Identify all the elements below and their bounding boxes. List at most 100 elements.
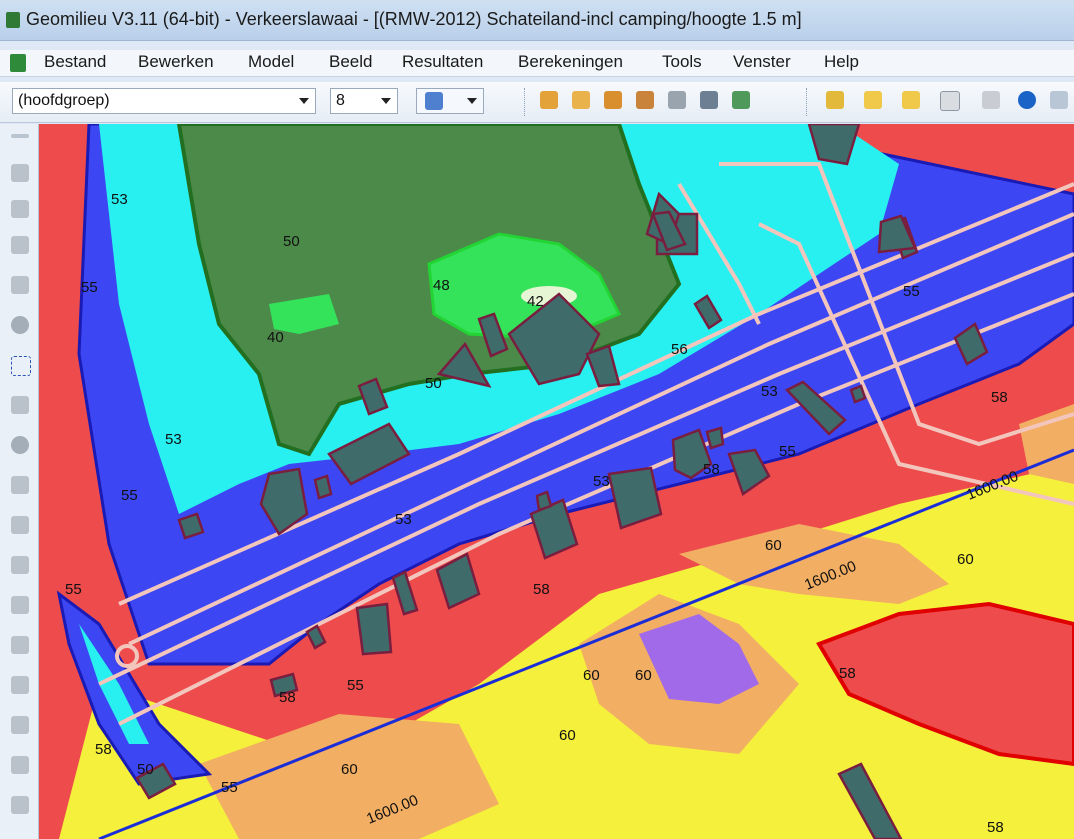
tool-palette	[0, 124, 39, 839]
contour-zone-red	[816, 601, 1074, 767]
info-icon[interactable]	[1018, 91, 1036, 109]
building[interactable]	[651, 210, 687, 252]
mirror-icon[interactable]	[11, 476, 29, 494]
group-select-value: (hoofdgroep)	[18, 92, 110, 109]
contour-label: 58	[839, 665, 856, 682]
building[interactable]	[671, 428, 713, 480]
group-select[interactable]: (hoofdgroep)	[12, 88, 316, 114]
document-icon[interactable]	[10, 54, 26, 72]
move-icon[interactable]	[11, 164, 29, 182]
noise-contour-map[interactable]: 53 50 55 48 42 40 50 56 53 53 55 55 53 5…	[39, 124, 1074, 839]
building[interactable]	[355, 602, 393, 656]
chevron-down-icon[interactable]	[467, 98, 477, 104]
paste-icon[interactable]	[11, 236, 29, 254]
menu-venster[interactable]: Venster	[733, 52, 791, 71]
building[interactable]	[585, 344, 621, 388]
contour-label: 60	[957, 551, 974, 568]
building[interactable]	[436, 341, 492, 388]
building[interactable]	[849, 384, 867, 404]
rotate-icon[interactable]	[11, 436, 29, 454]
building[interactable]	[953, 322, 989, 366]
building[interactable]	[305, 624, 327, 650]
copy-icon[interactable]	[11, 200, 29, 218]
building[interactable]	[693, 294, 723, 330]
contour-label: 40	[267, 329, 284, 346]
title-bar: Geomilieu V3.11 (64-bit) - Verkeerslawaa…	[0, 0, 1074, 41]
contour-zone-cyan	[79, 624, 149, 744]
size-select[interactable]: 8	[330, 88, 398, 114]
menu-bewerken[interactable]: Bewerken	[138, 52, 214, 71]
building[interactable]	[477, 312, 509, 358]
building[interactable]	[727, 448, 771, 496]
building[interactable]	[327, 422, 411, 486]
refresh-icon[interactable]	[11, 796, 29, 814]
contour-label: 60	[341, 761, 358, 778]
export-icon[interactable]	[636, 91, 654, 109]
building[interactable]	[705, 426, 725, 450]
insert-vertex-icon[interactable]	[11, 516, 29, 534]
building[interactable]	[269, 672, 299, 698]
building[interactable]	[837, 762, 903, 839]
calculator-icon[interactable]	[940, 91, 960, 111]
delete-icon[interactable]	[11, 316, 29, 334]
add-point-icon[interactable]	[11, 276, 29, 294]
select-rectangle-icon[interactable]	[11, 356, 31, 376]
folder-icon[interactable]	[864, 91, 882, 109]
chevron-down-icon[interactable]	[299, 98, 309, 104]
menu-bestand[interactable]: Bestand	[44, 52, 107, 71]
menu-beeld[interactable]: Beeld	[329, 52, 373, 71]
gripper-icon	[11, 134, 29, 138]
building[interactable]	[535, 490, 553, 512]
contour-zone-green-light	[269, 294, 339, 334]
open-model-icon[interactable]	[540, 91, 558, 109]
more-icon[interactable]	[1050, 91, 1068, 109]
menu-tools[interactable]: Tools	[662, 52, 702, 71]
contour-label: 58	[987, 819, 1004, 836]
building[interactable]	[177, 512, 205, 540]
contour-label: 55	[81, 279, 98, 296]
menu-resultaten[interactable]: Resultaten	[402, 52, 484, 71]
building[interactable]	[313, 474, 333, 500]
building[interactable]	[607, 466, 663, 530]
contour-label: 42	[527, 293, 544, 310]
measure-icon[interactable]	[11, 396, 29, 414]
building[interactable]	[435, 552, 481, 610]
zoom-extent-icon[interactable]	[11, 716, 29, 734]
building[interactable]	[391, 570, 419, 616]
contour-zone-orange	[199, 714, 499, 839]
split-icon[interactable]	[11, 556, 29, 574]
height-icon[interactable]	[11, 756, 29, 774]
contour-label: 53	[395, 511, 412, 528]
contour-label: 50	[137, 761, 154, 778]
map-canvas[interactable]: 53 50 55 48 42 40 50 56 53 53 55 55 53 5…	[39, 124, 1074, 839]
print-icon[interactable]	[668, 91, 686, 109]
distance-icon[interactable]	[11, 676, 29, 694]
add-package-icon[interactable]	[604, 91, 622, 109]
folder-open-icon[interactable]	[902, 91, 920, 109]
new-folder-icon[interactable]	[826, 91, 844, 109]
package-icon[interactable]	[572, 91, 590, 109]
contour-label: 60	[583, 667, 600, 684]
join-icon[interactable]	[11, 596, 29, 614]
contour-label: 53	[593, 473, 610, 490]
menu-help[interactable]: Help	[824, 52, 859, 71]
building[interactable]	[784, 380, 847, 436]
contour-zone-blue	[56, 590, 213, 786]
contour-zone-orange	[679, 524, 949, 604]
building[interactable]	[807, 124, 861, 166]
settings-icon[interactable]	[982, 91, 1000, 109]
building[interactable]	[529, 498, 579, 560]
exit-icon[interactable]	[732, 91, 750, 109]
building[interactable]	[259, 467, 309, 536]
chevron-down-icon[interactable]	[381, 98, 391, 104]
offset-icon[interactable]	[11, 636, 29, 654]
building[interactable]	[135, 762, 177, 800]
layer-select[interactable]	[416, 88, 484, 114]
menu-model[interactable]: Model	[248, 52, 295, 71]
contour-label: 55	[903, 283, 920, 300]
print-preview-icon[interactable]	[700, 91, 718, 109]
building[interactable]	[357, 377, 389, 416]
building[interactable]	[877, 214, 917, 254]
contour-label: 60	[635, 667, 652, 684]
menu-berekeningen[interactable]: Berekeningen	[518, 52, 623, 71]
